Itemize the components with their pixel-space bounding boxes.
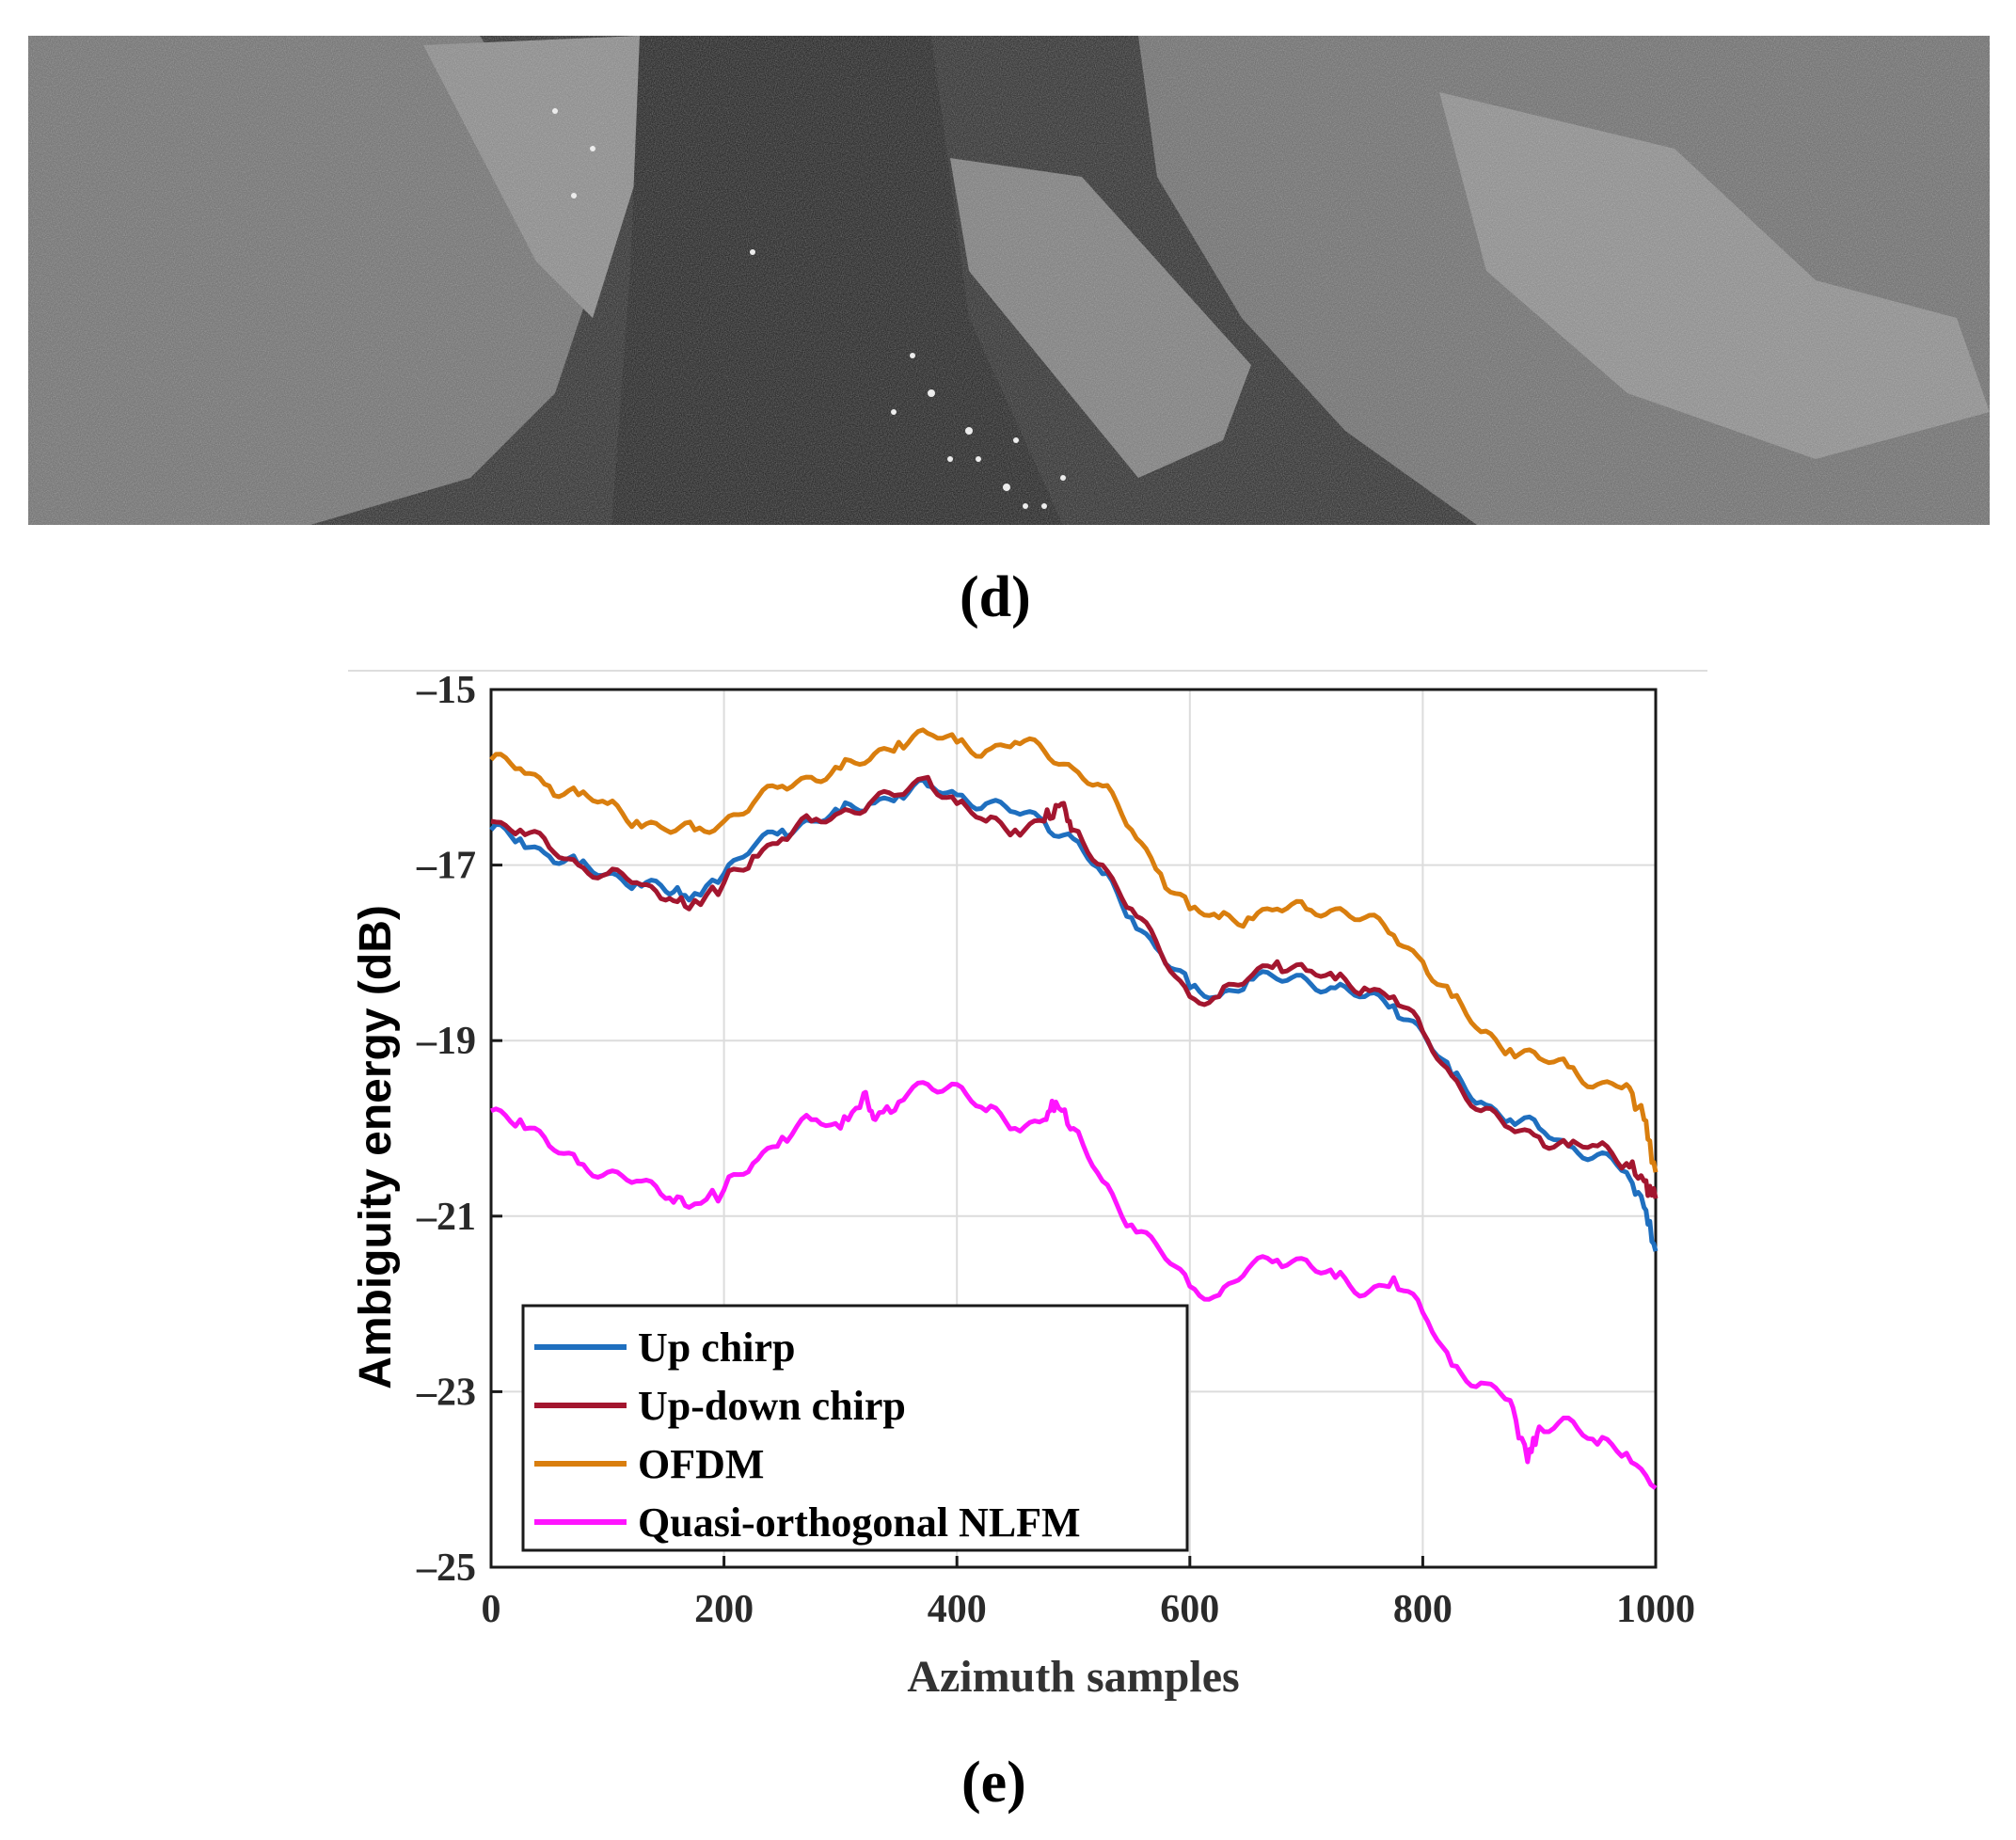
series-layer	[489, 727, 1659, 1490]
y-tick-label: –19	[416, 1020, 476, 1063]
x-tick-label: 1000	[1616, 1588, 1695, 1631]
y-tick-label: –23	[416, 1371, 476, 1414]
series-line-up-down-chirp	[490, 774, 1659, 1199]
y-axis-label: Ambiguity energy (dB)	[351, 905, 401, 1389]
x-tick-label: 800	[1393, 1588, 1452, 1631]
y-tick-label: –15	[416, 669, 476, 712]
x-axis: 0 200 400 600 800 1000	[482, 1556, 1695, 1631]
x-tick-label: 400	[928, 1588, 987, 1631]
legend-box	[521, 1304, 1189, 1552]
caption-d: (d)	[960, 565, 1031, 629]
plot-frame	[489, 688, 1658, 1569]
sar-image	[28, 36, 1990, 525]
x-tick-label: 600	[1160, 1588, 1219, 1631]
legend-entry: Up-down chirp	[638, 1383, 906, 1429]
legend: Up chirp Up-down chirp OFDM Quasi-orthogona…	[521, 1304, 1189, 1552]
legend-entry: Quasi-orthogonal NLFM	[638, 1499, 1081, 1546]
series-line-up-chirp	[489, 777, 1659, 1252]
x-tick-label: 200	[694, 1588, 754, 1631]
y-tick-label: –21	[416, 1196, 476, 1239]
y-axis: –15 –17 –19 –21 –23 –25	[416, 669, 502, 1590]
series-line-quasi-orthogonal-nlfm	[490, 1080, 1658, 1490]
x-tick-label: 0	[482, 1588, 501, 1631]
legend-entry: OFDM	[638, 1441, 764, 1487]
y-tick-label: –17	[416, 845, 476, 888]
caption-e: (e)	[961, 1751, 1026, 1815]
series-line-ofdm	[489, 727, 1659, 1173]
x-axis-label: Azimuth samples	[907, 1652, 1239, 1702]
sar-image-icon	[28, 36, 1990, 525]
y-tick-label: –25	[416, 1547, 476, 1590]
legend-entry: Up chirp	[638, 1324, 795, 1371]
